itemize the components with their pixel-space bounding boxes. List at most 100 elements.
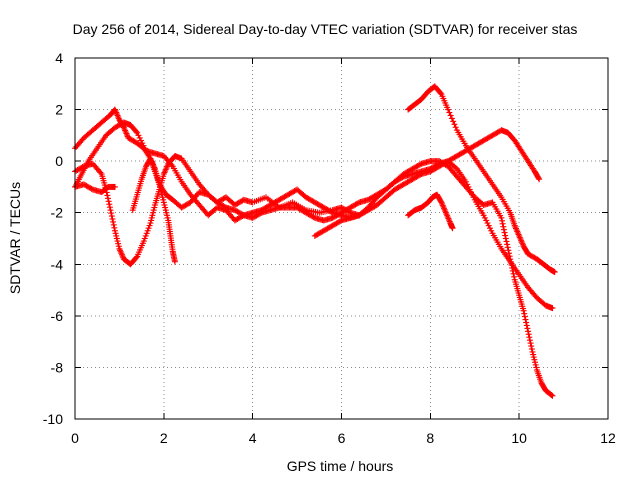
series-1-point-381: [522, 316, 529, 323]
series-5-point-41: [437, 198, 444, 205]
y-tick-label-1: -8: [51, 359, 64, 375]
series-3-point-78: [141, 235, 148, 242]
series-3-point-80: [143, 230, 150, 237]
series-4-point-44: [447, 112, 454, 119]
series-3-point-36: [108, 210, 115, 217]
series-4-point-42: [445, 106, 452, 113]
series-3-point-44: [113, 232, 120, 239]
series-3-point-69: [133, 254, 140, 261]
series-3-point-47: [115, 240, 122, 247]
series-3-point-350: [462, 178, 469, 185]
series-1-point-386: [525, 331, 532, 338]
series-3-point-45: [113, 235, 120, 242]
series-3-point-352: [465, 183, 472, 190]
x-tick-label-6: 12: [600, 430, 616, 446]
series-3-point-46: [114, 238, 121, 245]
series-1-point-384: [524, 325, 531, 332]
y-tick-label-6: 2: [55, 102, 63, 118]
series-1-point-344: [499, 217, 506, 224]
series-1-point-392: [529, 348, 536, 355]
series-3-point-367: [484, 220, 491, 227]
y-tick-label-0: -10: [43, 411, 63, 427]
series-3-point-85: [148, 217, 155, 224]
y-axis-label: SDTVAR / TECUs: [7, 182, 23, 294]
series-6-point-45: [158, 189, 165, 196]
chart-title: Day 256 of 2014, Sidereal Day-to-day VTE…: [73, 21, 578, 37]
series-2-point-384: [535, 175, 542, 182]
series-1-point-363: [511, 273, 518, 280]
series-3-point-43: [112, 230, 119, 237]
series-1-point-378: [520, 307, 527, 314]
series-2-point-55: [133, 128, 140, 135]
series-2-point-58: [136, 134, 143, 141]
series-6-point-55: [164, 214, 171, 221]
series-3-point-34: [106, 204, 113, 211]
series-6-point-77: [171, 258, 178, 265]
series-3-point-83: [146, 222, 153, 229]
series-2-point-56: [134, 129, 141, 136]
series-4-point-45: [448, 115, 455, 122]
series-1-point-347: [500, 226, 507, 233]
series-1-point-351: [503, 238, 510, 245]
series-1-point-388: [526, 337, 533, 344]
series-3-point-370: [488, 227, 495, 234]
series-3-point-37: [108, 213, 115, 220]
series-1-point-419: [548, 392, 555, 399]
series-3-point-79: [142, 232, 149, 239]
series-4-point-147: [551, 269, 558, 276]
series-3-point-365: [481, 214, 488, 221]
series-1-point-391: [528, 346, 535, 353]
series-1-point-343: [498, 214, 505, 221]
series-1-point-420: [549, 392, 556, 399]
series-1-point-382: [523, 319, 530, 326]
y-tick-label-2: -6: [51, 308, 64, 324]
x-axis-label: GPS time / hours: [287, 458, 394, 474]
series-3-point-87: [149, 212, 156, 219]
series-3-point-82: [145, 225, 152, 232]
series-3-point-90: [151, 204, 158, 211]
y-tick-label-7: 4: [55, 50, 63, 66]
series-3-point-38: [109, 215, 116, 222]
series-1-point-352: [504, 241, 511, 248]
series-2-point-385: [536, 176, 543, 183]
axis-layer: 0 2 4 6 8 10 12 -10 -8 -6 -4 -2 0 2 4: [43, 50, 616, 446]
x-tick-label-3: 6: [338, 430, 346, 446]
series-4-point-43: [446, 109, 453, 116]
y-tick-label-3: -4: [51, 256, 64, 272]
series-1-point-383: [523, 322, 530, 329]
series-1-point-353: [504, 244, 511, 251]
series-1-point-345: [499, 220, 506, 227]
series-3-point-81: [144, 227, 151, 234]
series-4-point-47: [451, 121, 458, 128]
series-1-point-380: [521, 313, 528, 320]
series-1-point-397: [532, 361, 539, 368]
plot-frame: [74, 57, 609, 420]
series-3-point-33: [106, 201, 113, 208]
x-tick-label-2: 4: [249, 430, 257, 446]
series-2-point-61: [140, 142, 147, 149]
series-1-point-390: [528, 343, 535, 350]
series-3-point-31: [104, 195, 111, 202]
series-1-point-362: [510, 270, 517, 277]
series-3-point-39: [110, 218, 117, 225]
x-tick-label-0: 0: [71, 430, 79, 446]
series-6-point-54: [164, 212, 171, 219]
series-2-point-57: [135, 132, 142, 139]
series-1-point-389: [527, 340, 534, 347]
series-4-point-48: [452, 124, 459, 131]
series-1-point-385: [525, 328, 532, 335]
series-1-point-379: [521, 310, 528, 317]
series-3-point-32: [105, 198, 112, 205]
x-tick-label-5: 10: [511, 430, 527, 446]
series-2-point-60: [139, 140, 146, 147]
series-1-point-354: [505, 247, 512, 254]
series-3-point-42: [111, 227, 118, 234]
series-6-point-50: [161, 201, 168, 208]
series-6-point-49: [160, 199, 167, 206]
series-3-point-366: [483, 217, 490, 224]
series-3-point-89: [150, 207, 157, 214]
series-6-point-44: [157, 186, 164, 193]
series-3-point-41: [111, 224, 118, 231]
